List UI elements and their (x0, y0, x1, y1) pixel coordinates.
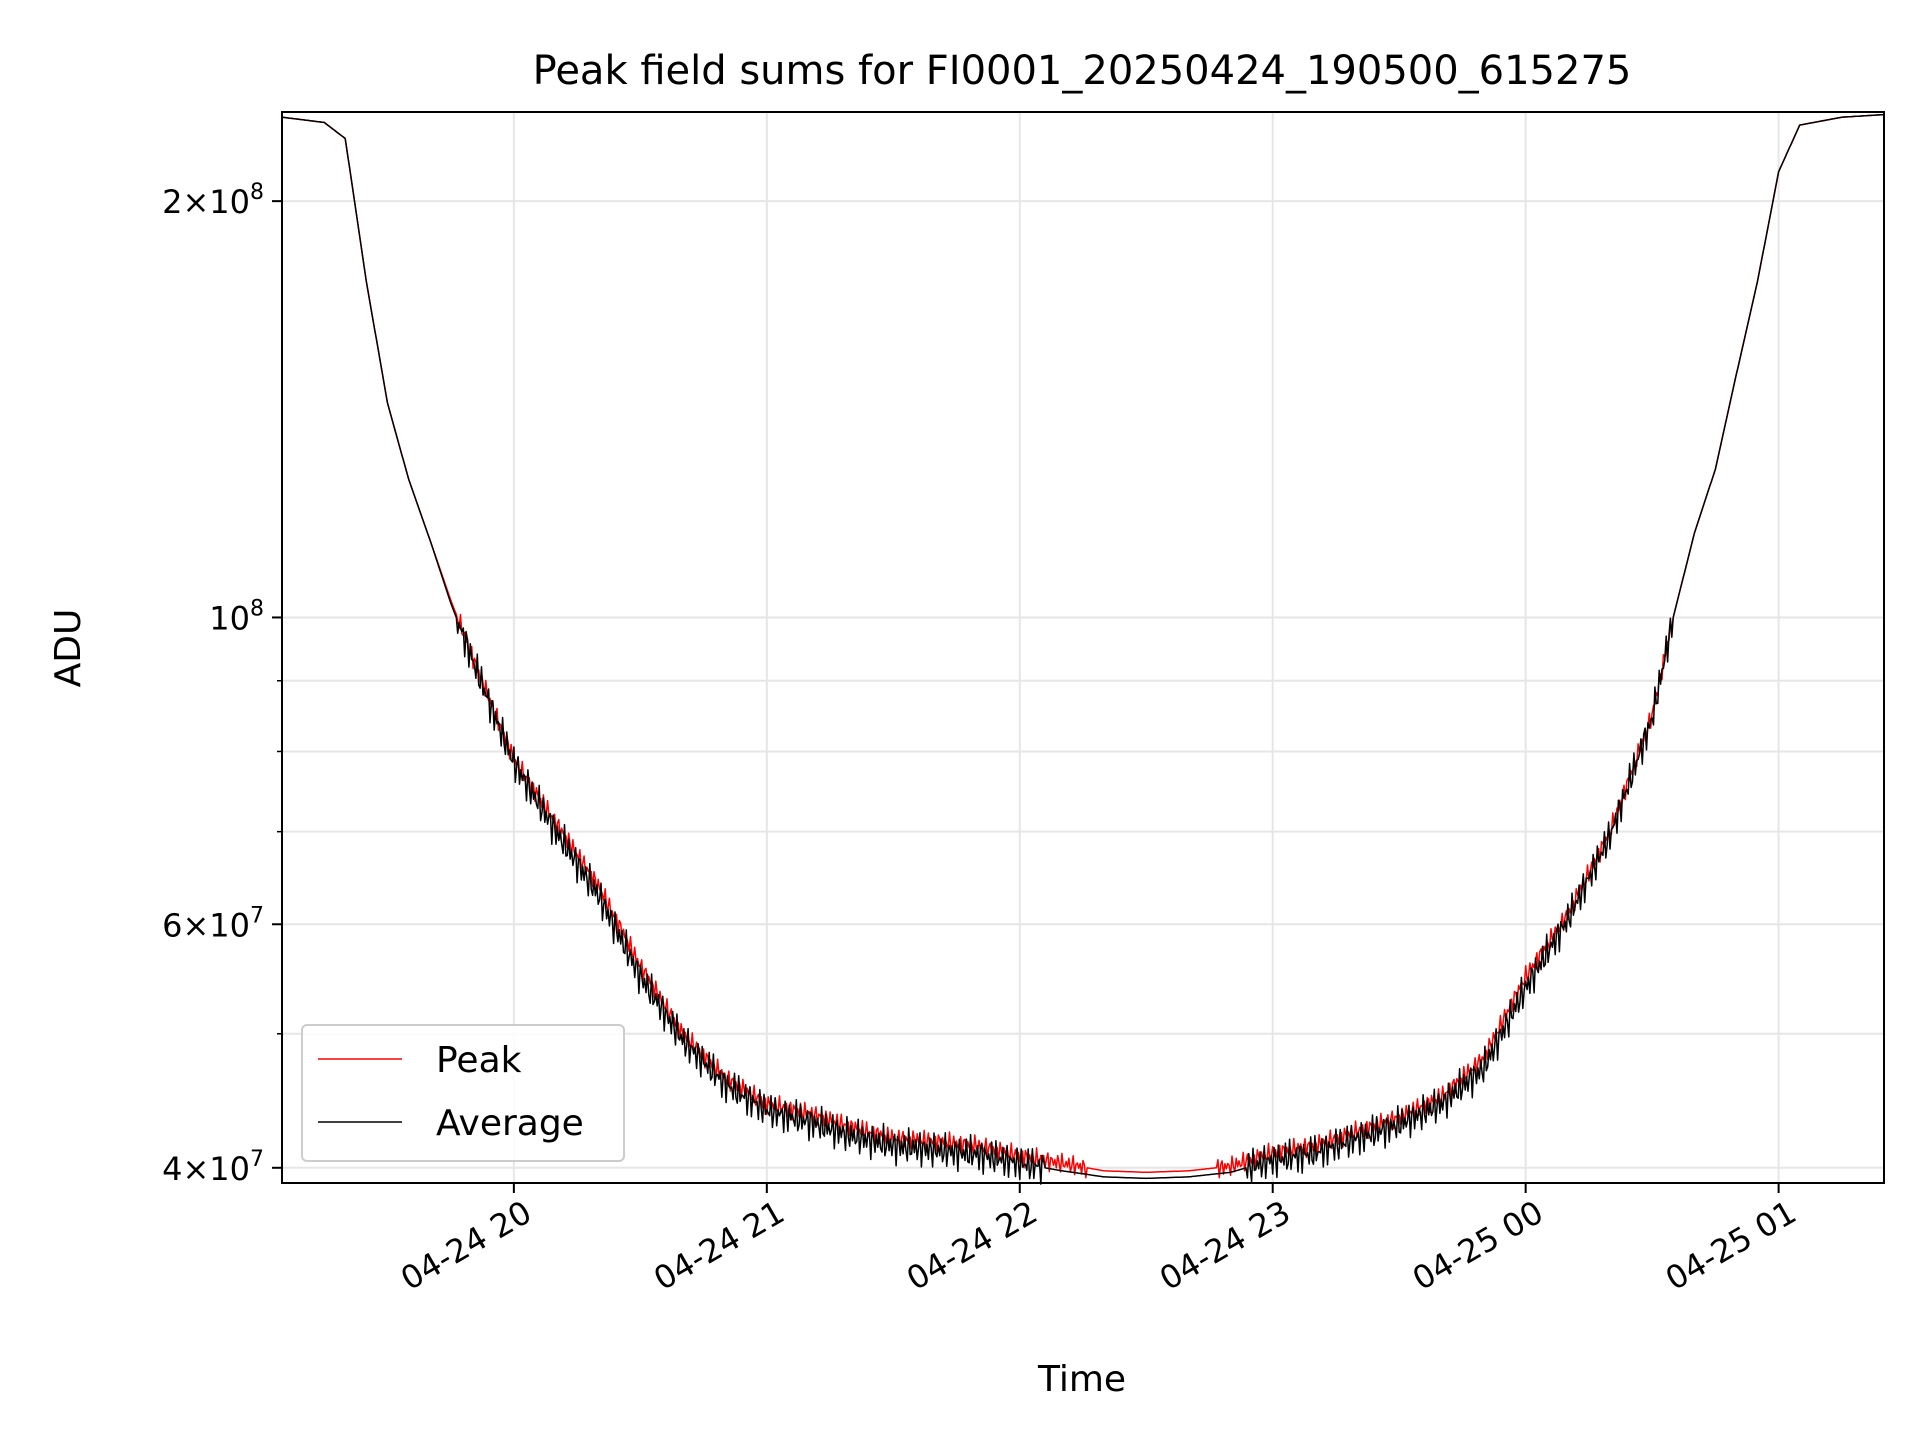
chart-title: Peak field sums for FI0001_20250424_1905… (533, 48, 1632, 94)
y-tick-label: 6×107 (162, 903, 264, 944)
y-tick-label: 4×107 (162, 1147, 264, 1188)
y-tick-label: 108 (209, 596, 264, 637)
legend-label-average: Average (436, 1103, 584, 1144)
series-layer (281, 113, 1885, 1185)
y-axis-label: ADU (48, 609, 89, 688)
plot-frame (281, 111, 1885, 1184)
y-axis-ticks: 2×108 108 6×107 4×107 (162, 180, 282, 1188)
y-tick-label: 2×108 (162, 180, 264, 221)
legend: Peak Average (301, 1024, 625, 1162)
series-line-average (281, 113, 1885, 1185)
legend-label-peak: Peak (436, 1040, 522, 1081)
x-axis-label: Time (1037, 1359, 1126, 1400)
